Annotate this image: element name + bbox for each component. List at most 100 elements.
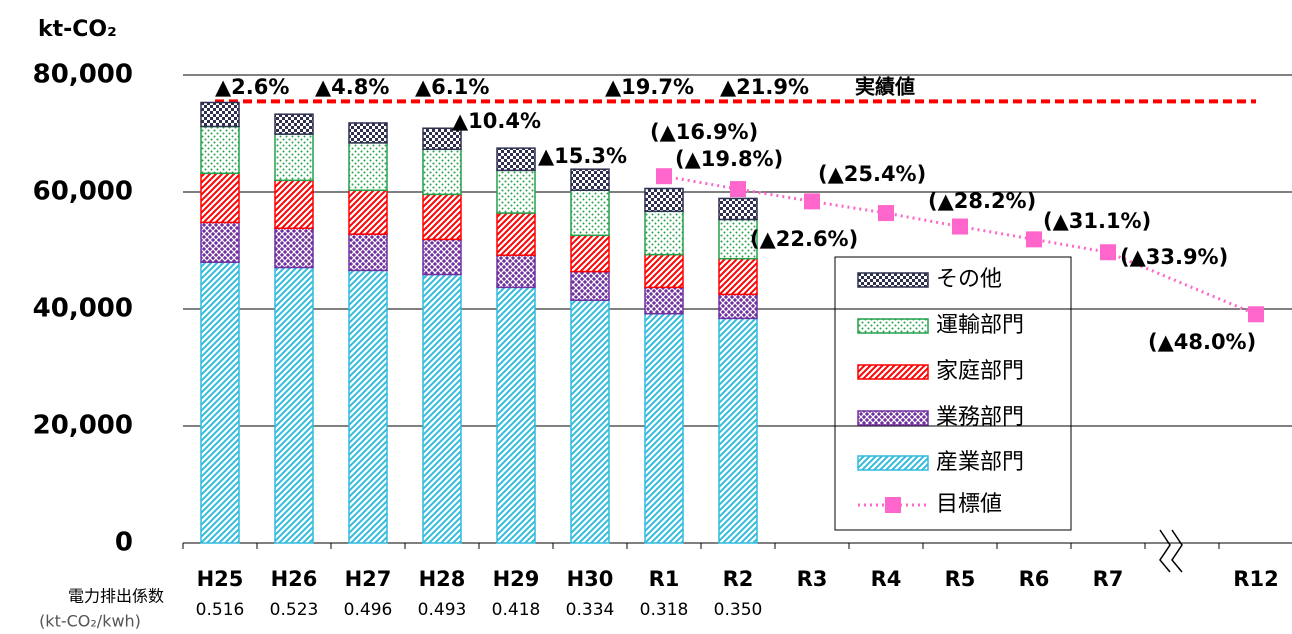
legend-label: 運輸部門 xyxy=(936,313,1024,338)
legend-label: 産業部門 xyxy=(936,450,1024,475)
reference-label: 実績値 xyxy=(855,75,915,99)
y-tick-label: 60,000 xyxy=(33,177,133,207)
factor-label: 電力排出係数 xyxy=(68,587,164,606)
bar-segment xyxy=(496,212,536,256)
x-tick-label: R12 xyxy=(1233,567,1278,591)
x-tick-label: R7 xyxy=(1093,567,1124,591)
legend-label: 家庭部門 xyxy=(936,359,1024,384)
bar-segment xyxy=(422,273,462,544)
x-tick-label: H28 xyxy=(419,567,466,591)
annotation: ▲15.3% xyxy=(538,144,627,168)
bar-segment xyxy=(274,179,314,230)
bar-segment xyxy=(718,257,758,296)
target-marker xyxy=(878,205,894,222)
x-tick-label: R4 xyxy=(871,567,902,591)
legend-label: その他 xyxy=(936,267,1002,292)
legend-marker xyxy=(885,497,901,513)
bar-segment xyxy=(422,238,462,276)
target-marker xyxy=(804,193,820,210)
factor-value: 0.334 xyxy=(566,600,615,620)
y-tick-label: 0 xyxy=(115,528,133,558)
factor-value: 0.493 xyxy=(418,600,467,620)
x-tick-label: R3 xyxy=(797,567,828,591)
target-marker xyxy=(952,218,968,235)
bar-segment xyxy=(422,127,462,151)
target-marker xyxy=(1100,244,1116,261)
legend-box xyxy=(834,256,1072,531)
bar-segment xyxy=(274,266,314,544)
y-tick-label: 20,000 xyxy=(33,411,133,441)
legend-label: 目標値 xyxy=(936,492,1002,517)
bar-segment xyxy=(718,218,758,260)
bar-segment xyxy=(348,269,388,544)
bar-segment xyxy=(422,193,462,241)
annotation: ▲4.8% xyxy=(315,75,389,99)
bar-segment xyxy=(200,221,240,263)
bar-segment xyxy=(644,210,684,256)
bar-segment xyxy=(496,147,536,172)
annotation: (▲28.2%) xyxy=(928,189,1036,213)
x-tick-label: R6 xyxy=(1019,567,1050,591)
x-tick-label: R1 xyxy=(649,567,680,591)
legend-swatch xyxy=(857,318,929,334)
bar-segment xyxy=(348,142,388,191)
bar-segment xyxy=(644,253,684,289)
bar-segment xyxy=(200,125,240,175)
bar-segment xyxy=(718,197,758,221)
target-marker xyxy=(1248,306,1264,323)
factor-value: 0.523 xyxy=(270,600,319,620)
bar-segment xyxy=(496,254,536,289)
annotation: ▲10.4% xyxy=(452,109,541,133)
annotation: (▲19.8%) xyxy=(675,147,783,171)
target-marker xyxy=(656,168,672,185)
bar-segment xyxy=(644,187,684,213)
factor-value: 0.496 xyxy=(344,600,393,620)
x-tick-label: H29 xyxy=(493,567,540,591)
x-tick-label: R5 xyxy=(945,567,976,591)
bar-segment xyxy=(200,101,240,128)
factor-value: 0.318 xyxy=(640,600,689,620)
factor-value: 0.350 xyxy=(714,600,763,620)
bar-segment xyxy=(570,270,610,301)
bar-segment xyxy=(570,189,610,237)
bar-segment xyxy=(644,286,684,315)
annotation: ▲6.1% xyxy=(415,75,489,99)
axis-break xyxy=(1158,528,1184,573)
bar-segment xyxy=(570,234,610,273)
bar-segment xyxy=(348,189,388,235)
bar-segment xyxy=(718,293,758,320)
bar-segment xyxy=(644,312,684,544)
y-tick-label: 40,000 xyxy=(33,294,133,324)
x-tick-label: H30 xyxy=(567,567,614,591)
annotation: ▲19.7% xyxy=(605,75,694,99)
bar-segment xyxy=(274,133,314,182)
factor-value: 0.418 xyxy=(492,600,541,620)
bar-segment xyxy=(348,233,388,272)
bar-segment xyxy=(496,169,536,214)
factor-value: 0.516 xyxy=(196,600,245,620)
legend-swatch xyxy=(857,364,929,380)
bar-segment xyxy=(200,261,240,544)
annotation: (▲22.6%) xyxy=(750,227,858,251)
target-marker xyxy=(1026,231,1042,248)
annotation: (▲33.9%) xyxy=(1120,245,1228,269)
bar-segment xyxy=(718,317,758,544)
bar-segment xyxy=(496,286,536,544)
x-tick-label: R2 xyxy=(723,567,754,591)
bar-segment xyxy=(570,299,610,544)
bar-segment xyxy=(274,227,314,269)
x-tick-label: H27 xyxy=(345,567,392,591)
legend-swatch xyxy=(857,410,929,426)
y-tick-label: 80,000 xyxy=(33,60,133,90)
bar-segment xyxy=(274,113,314,135)
y-axis-label: kt-CO₂ xyxy=(38,17,117,42)
bar-segment xyxy=(570,168,610,191)
legend-swatch xyxy=(857,272,929,288)
annotation: (▲25.4%) xyxy=(818,162,926,186)
x-tick-label: H26 xyxy=(271,567,318,591)
annotation: (▲48.0%) xyxy=(1148,330,1256,354)
bar-segment xyxy=(422,148,462,196)
x-tick-label: H25 xyxy=(197,567,244,591)
legend-label: 業務部門 xyxy=(936,405,1024,430)
